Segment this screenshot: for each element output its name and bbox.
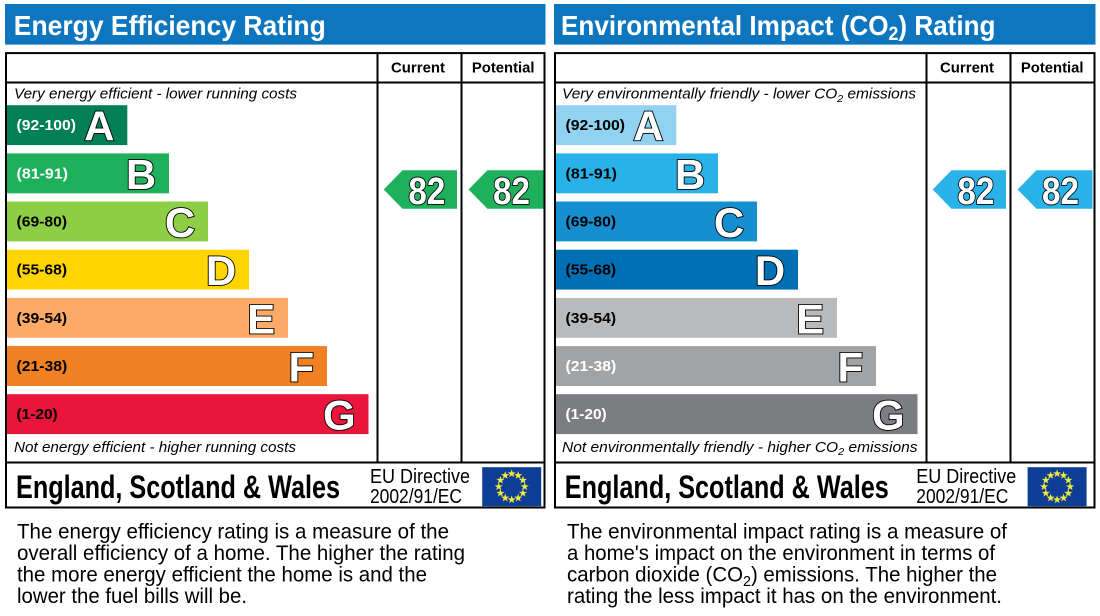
- svg-text:82: 82: [408, 171, 445, 213]
- svg-text:Environmental Impact (CO2) Rat: Environmental Impact (CO2) Rating: [561, 10, 996, 45]
- svg-text:A: A: [84, 103, 114, 150]
- svg-text:(92-100): (92-100): [566, 118, 626, 134]
- svg-text:A: A: [633, 103, 663, 150]
- svg-text:EU Directive: EU Directive: [370, 466, 470, 488]
- svg-text:(69-80): (69-80): [17, 215, 68, 231]
- svg-text:Not energy efficient - higher: Not energy efficient - higher running co…: [14, 439, 296, 456]
- svg-text:E: E: [796, 295, 824, 342]
- svg-text:E: E: [247, 295, 275, 342]
- svg-text:(81-91): (81-91): [17, 166, 69, 182]
- svg-text:Very environmentally friendly: Very environmentally friendly - lower CO…: [562, 86, 917, 105]
- svg-text:England, Scotland & Wales: England, Scotland & Wales: [565, 469, 889, 505]
- svg-text:Energy Efficiency Rating: Energy Efficiency Rating: [14, 10, 326, 41]
- svg-text:F: F: [289, 344, 315, 391]
- svg-text:(81-91): (81-91): [566, 166, 618, 182]
- svg-text:C: C: [165, 199, 195, 246]
- svg-text:B: B: [675, 151, 705, 198]
- svg-text:The environmental impact ratin: The environmental impact rating is a mea…: [567, 521, 1007, 544]
- svg-text:(39-54): (39-54): [566, 311, 617, 327]
- svg-text:(21-38): (21-38): [17, 359, 68, 375]
- svg-text:Not environmentally friendly -: Not environmentally friendly - higher CO…: [562, 439, 918, 458]
- svg-text:Potential: Potential: [1021, 60, 1084, 77]
- svg-text:(69-80): (69-80): [566, 215, 617, 231]
- svg-text:a home's impact on the environ: a home's impact on the environment in te…: [567, 542, 995, 565]
- svg-text:82: 82: [493, 171, 530, 213]
- svg-text:G: G: [323, 392, 356, 439]
- svg-text:F: F: [838, 344, 864, 391]
- svg-text:C: C: [714, 199, 744, 246]
- svg-text:(1-20): (1-20): [17, 407, 58, 423]
- svg-text:overall efficiency of a home.: overall efficiency of a home. The higher…: [17, 542, 465, 565]
- svg-text:2002/91/EC: 2002/91/EC: [916, 486, 1008, 508]
- svg-text:82: 82: [1042, 171, 1079, 213]
- svg-text:The energy efficiency rating i: The energy efficiency rating is a measur…: [17, 521, 449, 544]
- svg-text:lower the fuel bills will be.: lower the fuel bills will be.: [17, 585, 247, 608]
- svg-text:G: G: [872, 392, 905, 439]
- svg-text:2002/91/EC: 2002/91/EC: [370, 486, 462, 508]
- svg-text:D: D: [206, 247, 236, 294]
- svg-text:(1-20): (1-20): [566, 407, 607, 423]
- svg-text:(39-54): (39-54): [17, 311, 68, 327]
- svg-text:England, Scotland & Wales: England, Scotland & Wales: [16, 469, 340, 505]
- svg-text:rating the less impact it has: rating the less impact it has on the env…: [567, 585, 1002, 608]
- svg-text:the more energy efficient the: the more energy efficient the home is an…: [17, 564, 427, 587]
- svg-text:(55-68): (55-68): [566, 263, 617, 279]
- svg-text:EU Directive: EU Directive: [916, 466, 1016, 488]
- svg-text:(55-68): (55-68): [17, 263, 68, 279]
- svg-text:(21-38): (21-38): [566, 359, 617, 375]
- svg-text:Current: Current: [391, 60, 445, 77]
- svg-text:B: B: [126, 151, 156, 198]
- svg-text:carbon dioxide (CO2) emissions: carbon dioxide (CO2) emissions. The high…: [567, 564, 997, 591]
- svg-text:(92-100): (92-100): [17, 118, 77, 134]
- svg-text:Current: Current: [940, 60, 994, 77]
- svg-text:D: D: [755, 247, 785, 294]
- svg-text:Very energy efficient - lower: Very energy efficient - lower running co…: [14, 86, 297, 103]
- svg-text:Potential: Potential: [472, 60, 535, 77]
- svg-text:82: 82: [957, 171, 994, 213]
